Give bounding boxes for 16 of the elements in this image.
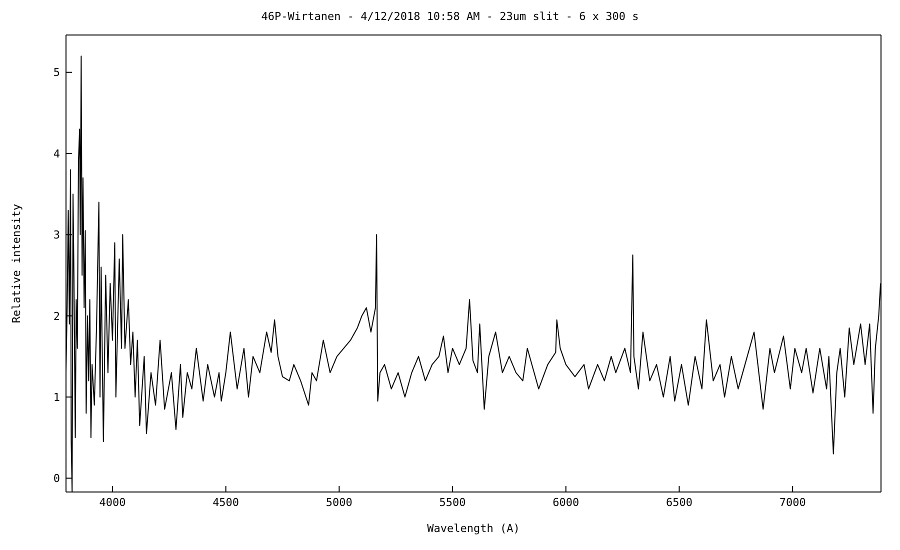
y-tick-label: 2 [53,310,60,323]
chart-title: 46P-Wirtanen - 4/12/2018 10:58 AM - 23um slit - 6 x 300 s [260,9,640,25]
y-axis-title: Relative intensity [10,204,23,324]
y-tick-label: 0 [53,472,60,486]
x-tick-label: 4500 [212,496,240,509]
y-tick-label: 1 [53,390,60,404]
x-tick-label: 6500 [666,496,692,509]
y-tick-label: 5 [53,66,60,80]
x-tick-label: 5500 [439,496,466,509]
x-tick-label: 7000 [779,496,806,509]
x-tick-label: 6000 [552,496,580,509]
y-tick-label: 3 [53,228,60,242]
y-tick-label: 4 [53,147,60,160]
x-axis-title: Wavelength (A) [427,522,520,535]
x-tick-label: 5000 [326,496,352,509]
x-tick-label: 4000 [99,496,126,509]
